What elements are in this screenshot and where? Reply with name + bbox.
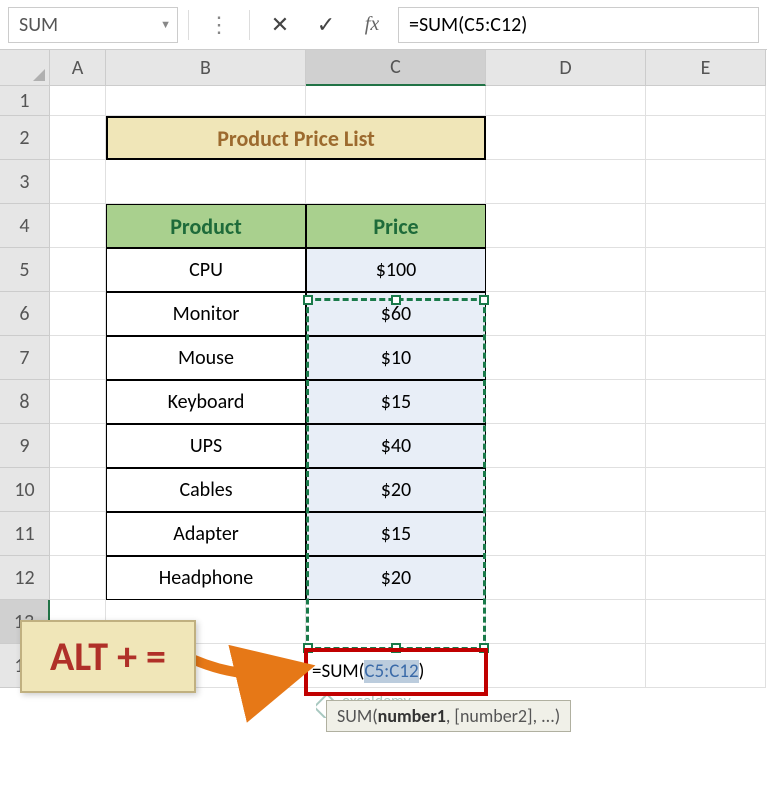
cell-B10[interactable]: Cables	[106, 468, 306, 512]
dropdown-icon[interactable]: ▼	[160, 18, 171, 31]
cell-D6[interactable]	[486, 292, 646, 336]
cell-A9[interactable]	[50, 424, 106, 468]
formula-input[interactable]: =SUM(C5:C12)	[398, 7, 759, 43]
cell-B5[interactable]: CPU	[106, 248, 306, 292]
row-header-3[interactable]: 3	[0, 160, 50, 204]
cell-C4[interactable]: Price	[306, 204, 486, 248]
cell-E10[interactable]	[646, 468, 766, 512]
cell-D1[interactable]	[486, 86, 646, 116]
cell-D9[interactable]	[486, 424, 646, 468]
cell-C10[interactable]: $20	[306, 468, 486, 512]
enter-icon[interactable]: ✓	[306, 7, 346, 43]
cell-B1[interactable]	[106, 86, 306, 116]
cell-A2[interactable]	[50, 116, 106, 160]
cell-E1[interactable]	[646, 86, 766, 116]
cell-E14[interactable]	[646, 644, 766, 688]
cell-D10[interactable]	[486, 468, 646, 512]
cell-C12[interactable]: $20	[306, 556, 486, 600]
name-box-value: SUM	[19, 13, 58, 37]
cell-E13[interactable]	[646, 600, 766, 644]
shortcut-text: ALT + =	[50, 632, 166, 681]
cell-C6[interactable]: $60	[306, 292, 486, 336]
name-box[interactable]: SUM ▼	[8, 7, 178, 43]
cell-C9[interactable]: $40	[306, 424, 486, 468]
row-header-4[interactable]: 4	[0, 204, 50, 248]
cell-E12[interactable]	[646, 556, 766, 600]
function-tooltip: SUM(number1, [number2], ...)	[326, 700, 571, 732]
cells-area[interactable]: Product Price List ProductPriceCPU$100Mon…	[50, 86, 766, 688]
cell-A4[interactable]	[50, 204, 106, 248]
select-all-corner[interactable]	[0, 50, 50, 86]
cell-A7[interactable]	[50, 336, 106, 380]
cell-D11[interactable]	[486, 512, 646, 556]
cell-D5[interactable]	[486, 248, 646, 292]
cell-A10[interactable]	[50, 468, 106, 512]
cell-A11[interactable]	[50, 512, 106, 556]
cancel-icon[interactable]: ✕	[260, 7, 300, 43]
cell-C8[interactable]: $15	[306, 380, 486, 424]
row-header-12[interactable]: 12	[0, 556, 50, 600]
cell-B11[interactable]: Adapter	[106, 512, 306, 556]
row-header-11[interactable]: 11	[0, 512, 50, 556]
cell-A12[interactable]	[50, 556, 106, 600]
cell-A8[interactable]	[50, 380, 106, 424]
row-header-1[interactable]: 1	[0, 86, 50, 116]
row-header-8[interactable]: 8	[0, 380, 50, 424]
row-header-2[interactable]: 2	[0, 116, 50, 160]
cell-B4[interactable]: Product	[106, 204, 306, 248]
row-headers: 1234567891011121314	[0, 86, 50, 688]
cell-C7[interactable]: $10	[306, 336, 486, 380]
cell-D2[interactable]	[486, 116, 646, 160]
cell-E7[interactable]	[646, 336, 766, 380]
cell-E4[interactable]	[646, 204, 766, 248]
row-header-10[interactable]: 10	[0, 468, 50, 512]
dots-icon: ⋮	[199, 7, 239, 43]
cell-E3[interactable]	[646, 160, 766, 204]
cell-A1[interactable]	[50, 86, 106, 116]
column-header-A[interactable]: A	[50, 50, 106, 86]
column-header-E[interactable]: E	[646, 50, 766, 86]
cell-B3[interactable]	[106, 160, 306, 204]
column-headers: ABCDE	[50, 50, 766, 86]
row-header-9[interactable]: 9	[0, 424, 50, 468]
cell-D14[interactable]	[486, 644, 646, 688]
cell-A6[interactable]	[50, 292, 106, 336]
row-header-5[interactable]: 5	[0, 248, 50, 292]
cell-B8[interactable]: Keyboard	[106, 380, 306, 424]
column-header-C[interactable]: C	[306, 50, 486, 86]
column-header-D[interactable]: D	[486, 50, 646, 86]
column-header-B[interactable]: B	[106, 50, 306, 86]
cell-E6[interactable]	[646, 292, 766, 336]
cell-C1[interactable]	[306, 86, 486, 116]
cell-A3[interactable]	[50, 160, 106, 204]
cell-B6[interactable]: Monitor	[106, 292, 306, 336]
cell-C5[interactable]: $100	[306, 248, 486, 292]
cell-C13[interactable]	[306, 600, 486, 644]
cell-formula-text: =SUM(C5:C12)	[312, 660, 424, 683]
cell-D3[interactable]	[486, 160, 646, 204]
formula-bar: SUM ▼ ⋮ ✕ ✓ fx =SUM(C5:C12)	[0, 0, 767, 50]
cell-D7[interactable]	[486, 336, 646, 380]
cell-E11[interactable]	[646, 512, 766, 556]
keyboard-shortcut-callout: ALT + =	[20, 620, 196, 693]
cell-D12[interactable]	[486, 556, 646, 600]
cell-D8[interactable]	[486, 380, 646, 424]
cell-B9[interactable]: UPS	[106, 424, 306, 468]
cell-E9[interactable]	[646, 424, 766, 468]
cell-B2[interactable]: Product Price List	[106, 116, 486, 160]
cell-D13[interactable]	[486, 600, 646, 644]
fx-icon[interactable]: fx	[352, 7, 392, 43]
row-header-7[interactable]: 7	[0, 336, 50, 380]
cell-B7[interactable]: Mouse	[106, 336, 306, 380]
cell-E8[interactable]	[646, 380, 766, 424]
cell-D4[interactable]	[486, 204, 646, 248]
cell-C11[interactable]: $15	[306, 512, 486, 556]
cell-B12[interactable]: Headphone	[106, 556, 306, 600]
cell-E2[interactable]	[646, 116, 766, 160]
cell-A5[interactable]	[50, 248, 106, 292]
row-header-6[interactable]: 6	[0, 292, 50, 336]
cell-C3[interactable]	[306, 160, 486, 204]
cell-E5[interactable]	[646, 248, 766, 292]
formula-text: =SUM(C5:C12)	[409, 13, 527, 37]
